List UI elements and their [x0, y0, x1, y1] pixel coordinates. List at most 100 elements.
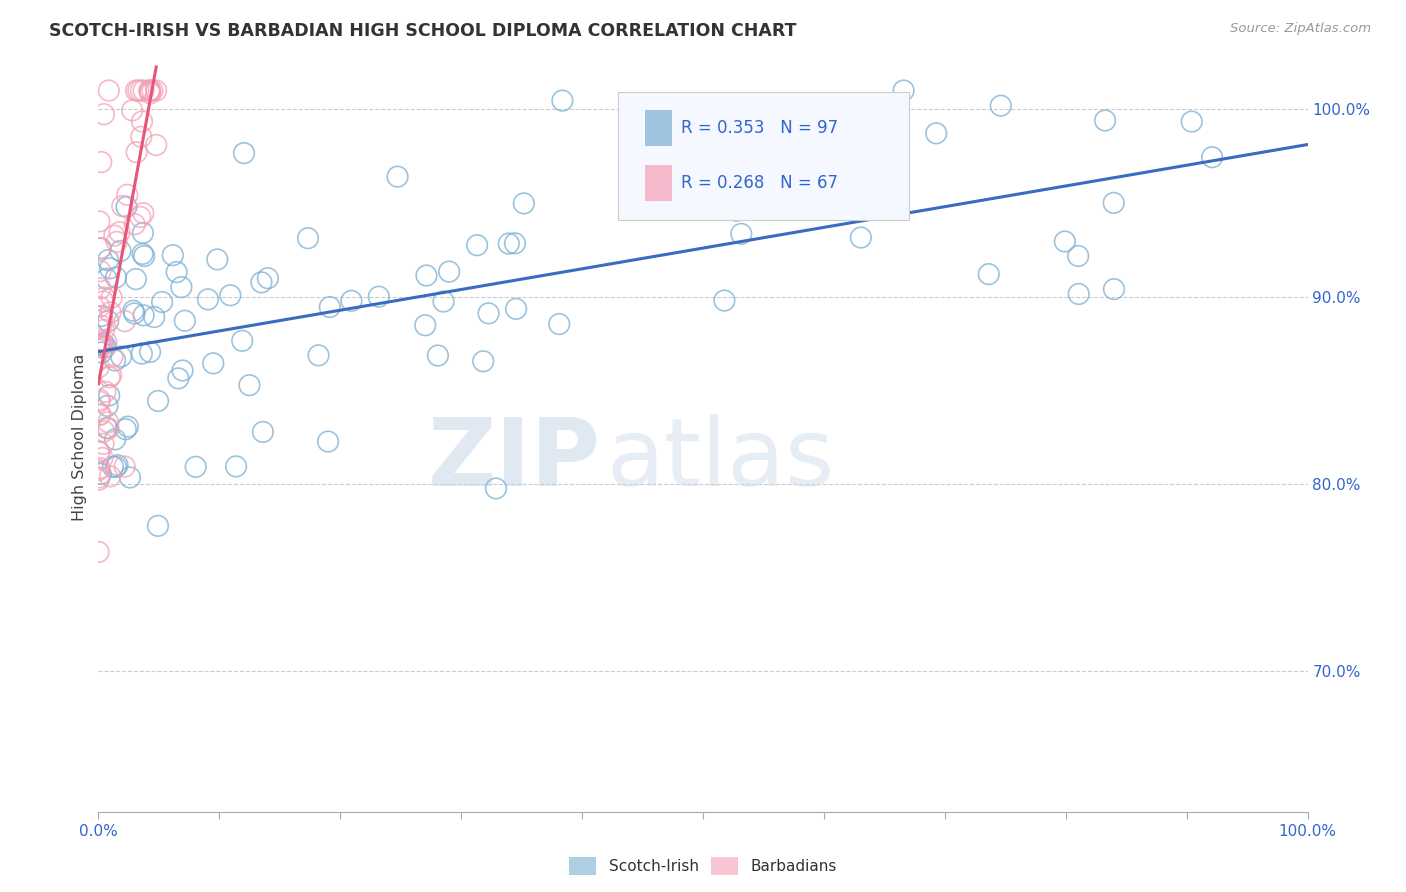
Point — [118, 470, 141, 484]
Text: R = 0.268   N = 67: R = 0.268 N = 67 — [682, 174, 838, 192]
Point — [197, 293, 219, 307]
Point — [170, 280, 193, 294]
Point — [124, 306, 146, 320]
Point — [90, 345, 112, 359]
Point — [101, 350, 124, 364]
Point — [225, 459, 247, 474]
Point — [90, 467, 112, 481]
Point — [730, 227, 752, 241]
Point — [97, 83, 120, 97]
Point — [1067, 249, 1090, 263]
Point — [93, 437, 115, 451]
Point — [89, 242, 111, 256]
Point — [89, 461, 111, 475]
Point — [367, 290, 389, 304]
Point — [90, 155, 112, 169]
Point — [90, 339, 112, 353]
Point — [166, 265, 188, 279]
Point — [138, 83, 160, 97]
Point — [87, 463, 110, 477]
Point — [93, 323, 115, 337]
Point — [94, 384, 117, 399]
Point — [1102, 282, 1125, 296]
Point — [93, 336, 115, 351]
Point — [91, 312, 114, 326]
Point — [105, 235, 128, 249]
Point — [96, 421, 118, 435]
Point — [87, 470, 110, 484]
FancyBboxPatch shape — [619, 93, 908, 219]
Point — [146, 519, 169, 533]
Point — [97, 253, 120, 268]
Point — [87, 445, 110, 459]
Point — [725, 203, 748, 218]
Point — [132, 83, 155, 97]
Point — [117, 419, 139, 434]
Point — [150, 295, 173, 310]
Point — [1094, 113, 1116, 128]
Point — [143, 310, 166, 324]
Point — [231, 334, 253, 348]
Point — [114, 314, 136, 328]
Point — [713, 293, 735, 308]
Point — [98, 388, 121, 402]
Point — [91, 450, 114, 465]
Point — [297, 231, 319, 245]
Point — [925, 126, 948, 140]
Point — [505, 301, 527, 316]
Point — [145, 138, 167, 153]
Point — [893, 83, 915, 97]
Point — [387, 169, 409, 184]
Point — [93, 425, 115, 439]
Point — [90, 309, 112, 323]
Point — [96, 335, 118, 350]
Point — [96, 272, 118, 286]
Point — [125, 272, 148, 286]
Point — [93, 107, 115, 121]
Point — [129, 129, 152, 144]
Point — [89, 407, 111, 421]
Text: ZIP: ZIP — [427, 414, 600, 506]
Point — [89, 214, 111, 228]
Point — [139, 87, 162, 101]
Point — [415, 268, 437, 283]
Point — [125, 83, 148, 97]
Bar — [645, 165, 672, 201]
Point — [498, 236, 520, 251]
Point — [107, 458, 129, 472]
Point — [162, 248, 184, 262]
Point — [340, 293, 363, 308]
Point — [551, 94, 574, 108]
Point — [124, 217, 146, 231]
Point — [93, 341, 115, 355]
Point — [129, 210, 152, 224]
Point — [108, 225, 131, 239]
Text: atlas: atlas — [606, 414, 835, 506]
Point — [132, 226, 155, 240]
Point — [990, 99, 1012, 113]
Point — [100, 291, 122, 305]
Point — [127, 83, 149, 97]
Point — [252, 425, 274, 439]
Point — [134, 249, 156, 263]
Point — [513, 196, 536, 211]
Point — [111, 199, 134, 213]
Point — [89, 408, 111, 422]
Point — [868, 120, 890, 134]
Point — [465, 238, 488, 252]
Point — [103, 228, 125, 243]
Point — [115, 200, 138, 214]
Point — [104, 270, 127, 285]
Point — [173, 314, 195, 328]
Point — [207, 252, 229, 267]
Point — [426, 349, 449, 363]
Point — [104, 433, 127, 447]
Point — [754, 182, 776, 196]
Point — [1102, 195, 1125, 210]
Point — [202, 356, 225, 370]
Point — [131, 114, 153, 128]
Point — [437, 264, 460, 278]
Point — [139, 345, 162, 359]
Point — [110, 244, 132, 258]
Point — [87, 545, 110, 559]
